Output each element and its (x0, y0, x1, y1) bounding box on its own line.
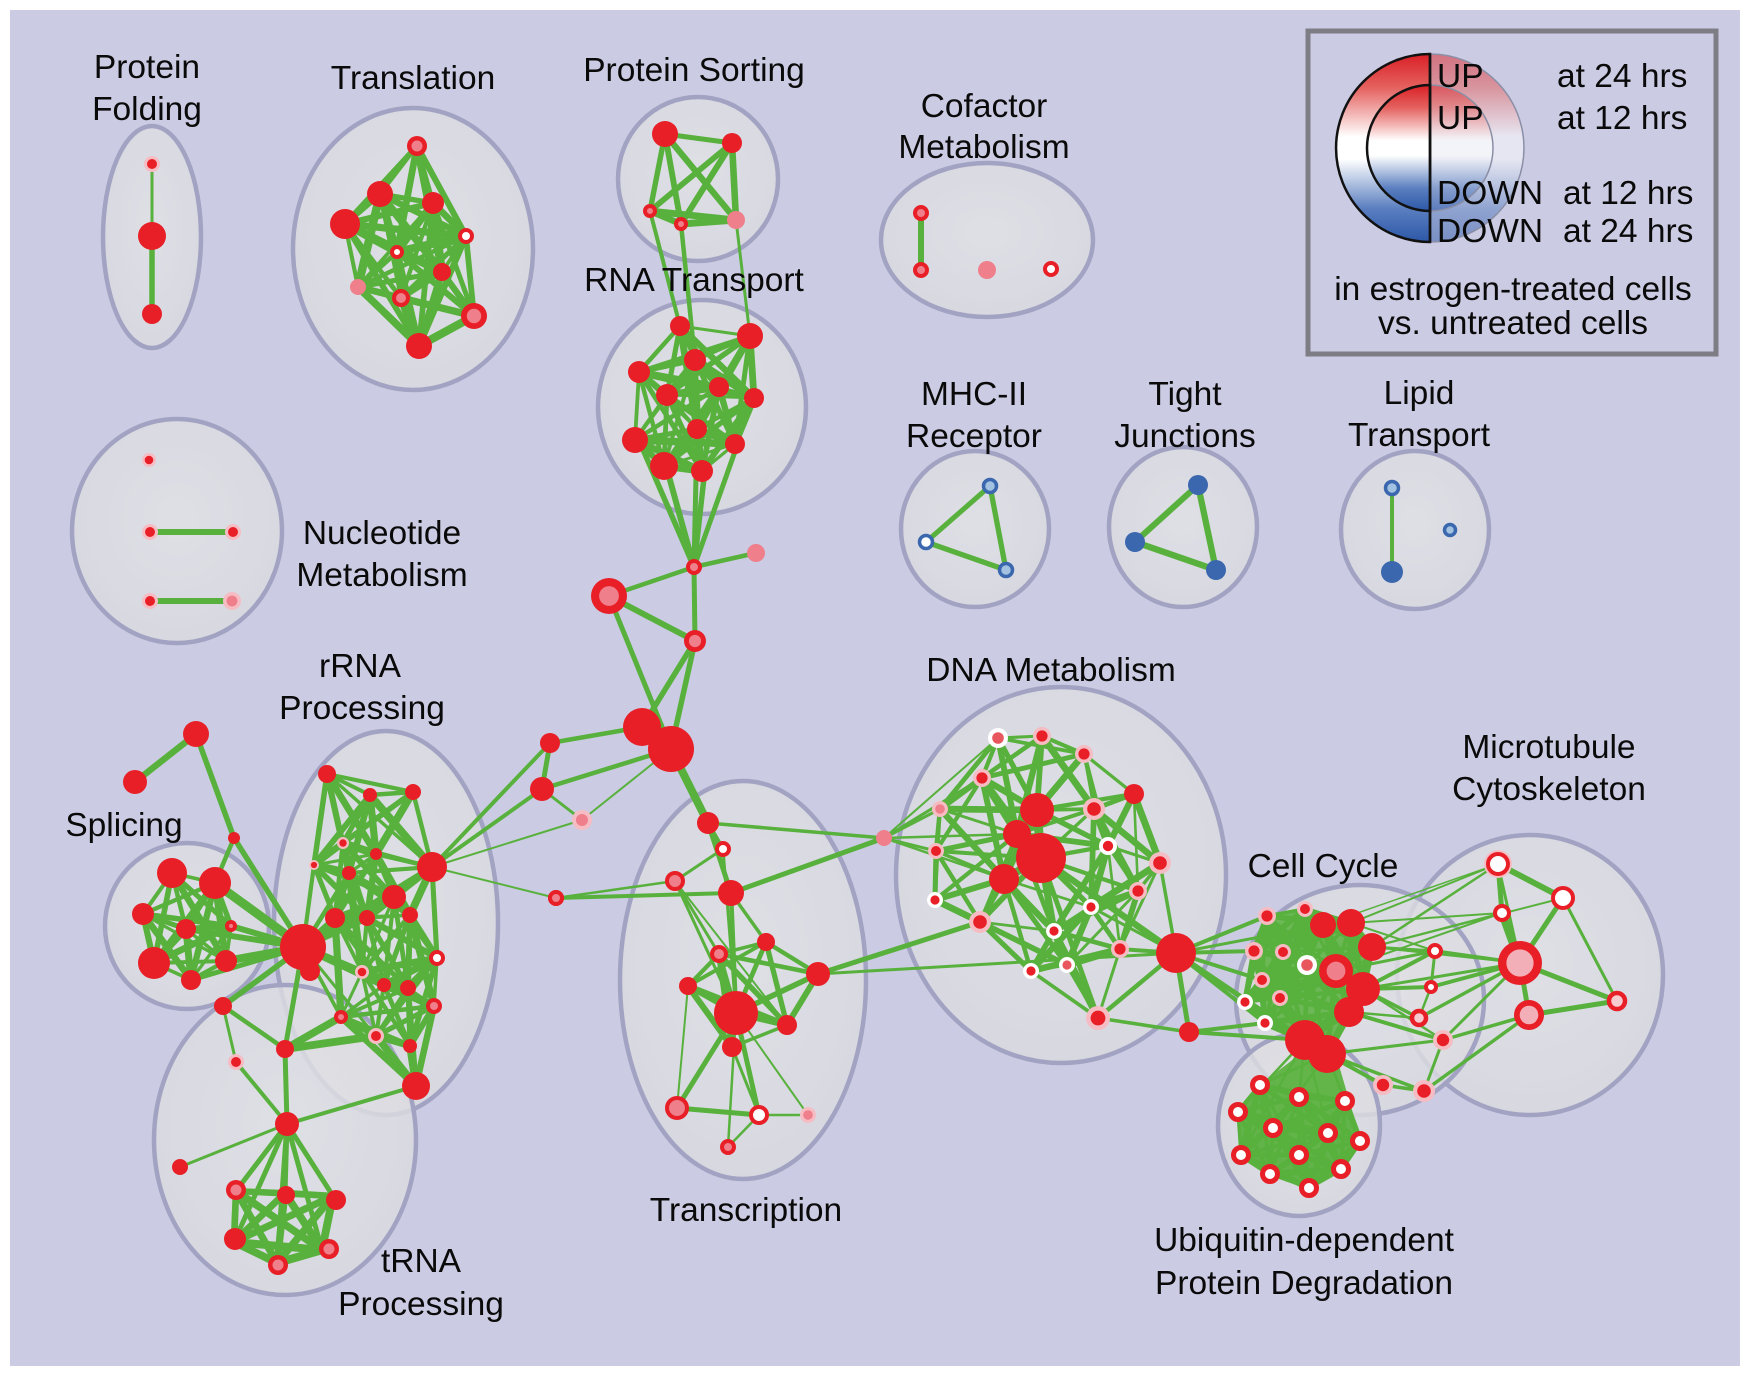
svg-text:UP: UP (1437, 58, 1484, 95)
svg-text:Cytoskeleton: Cytoskeleton (1452, 771, 1646, 808)
svg-text:vs. untreated cells: vs. untreated cells (1378, 305, 1648, 342)
svg-text:Translation: Translation (331, 60, 495, 97)
svg-text:at 12 hrs: at 12 hrs (1563, 175, 1693, 212)
svg-text:Receptor: Receptor (906, 418, 1042, 455)
svg-text:at 12 hrs: at 12 hrs (1557, 100, 1687, 137)
svg-text:MHC-II: MHC-II (921, 376, 1027, 413)
svg-text:Protein Sorting: Protein Sorting (583, 52, 805, 89)
svg-text:Processing: Processing (279, 690, 445, 727)
svg-text:Nucleotide: Nucleotide (303, 515, 461, 552)
svg-text:Metabolism: Metabolism (898, 129, 1069, 166)
svg-text:Ubiquitin-dependent: Ubiquitin-dependent (1154, 1222, 1455, 1259)
svg-text:at 24 hrs: at 24 hrs (1557, 58, 1687, 95)
svg-text:UP: UP (1437, 100, 1484, 137)
svg-text:Tight: Tight (1148, 376, 1222, 413)
svg-text:Junctions: Junctions (1114, 418, 1256, 455)
svg-text:DOWN: DOWN (1437, 213, 1543, 250)
svg-text:Transport: Transport (1348, 417, 1491, 454)
svg-text:Transcription: Transcription (650, 1192, 842, 1229)
svg-text:Folding: Folding (92, 91, 202, 128)
svg-text:Microtubule: Microtubule (1462, 729, 1635, 766)
svg-text:Cell Cycle: Cell Cycle (1248, 848, 1399, 885)
svg-text:Protein: Protein (94, 49, 200, 86)
svg-text:Metabolism: Metabolism (296, 557, 467, 594)
svg-text:Lipid: Lipid (1384, 375, 1455, 412)
svg-text:RNA Transport: RNA Transport (584, 262, 804, 299)
svg-text:Processing: Processing (338, 1286, 504, 1323)
svg-text:in estrogen-treated cells: in estrogen-treated cells (1334, 271, 1692, 308)
svg-text:tRNA: tRNA (381, 1243, 462, 1280)
svg-text:DOWN: DOWN (1437, 175, 1543, 212)
svg-text:rRNA: rRNA (319, 648, 402, 685)
svg-text:Protein Degradation: Protein Degradation (1155, 1265, 1453, 1302)
svg-text:DNA Metabolism: DNA Metabolism (926, 652, 1175, 689)
svg-text:Splicing: Splicing (65, 807, 182, 844)
svg-text:Cofactor: Cofactor (921, 88, 1048, 125)
svg-text:at 24 hrs: at 24 hrs (1563, 213, 1693, 250)
